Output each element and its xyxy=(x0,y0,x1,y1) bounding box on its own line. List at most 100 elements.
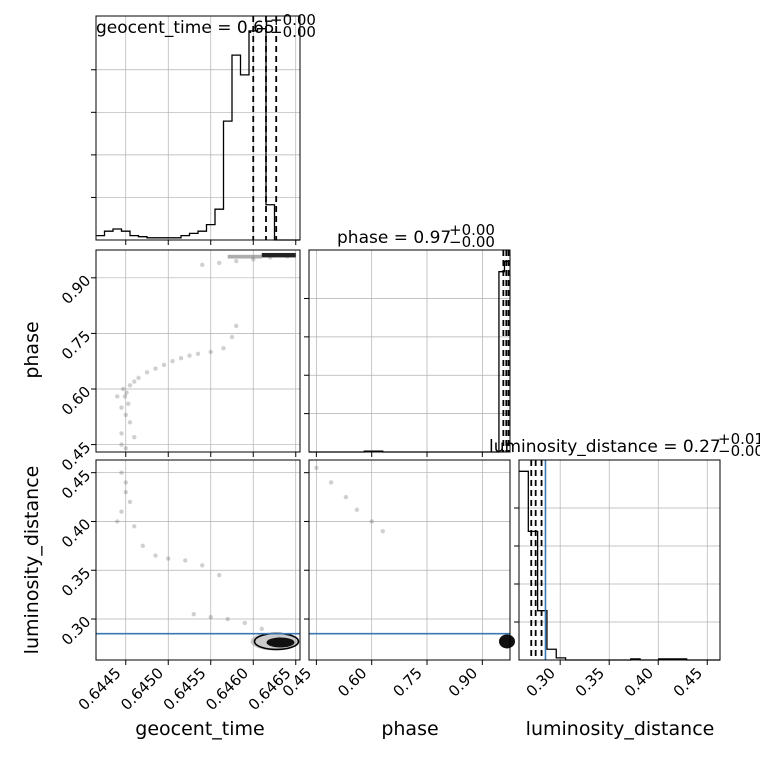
density-halo-geocent-phase xyxy=(227,254,262,259)
sample-point-geocent_time-luminosity_distance-41 xyxy=(200,563,205,568)
sample-point-geocent_time-phase-1 xyxy=(122,394,128,399)
x-tick-label-geocent_time-1: 0.6450 xyxy=(117,664,167,714)
sample-point-geocent_time-luminosity_distance-45 xyxy=(225,616,230,622)
title-phase-minus: −0.00 xyxy=(449,233,495,251)
sample-point-geocent_time-phase-10 xyxy=(170,358,175,364)
panel-frame-phase-luminosity_distance xyxy=(308,459,511,661)
x-label-luminosity-distance: luminosity_distance xyxy=(526,718,715,740)
sample-point-geocent_time-phase-22 xyxy=(119,431,124,436)
x-tick-label-luminosity_distance-3: 0.45 xyxy=(670,664,706,700)
y-tick-label-phase-1: 0.60 xyxy=(58,383,94,419)
title-luminosity-distance-minus: −0.00 xyxy=(718,442,760,460)
panel-frame-geocent_time-phase xyxy=(95,249,301,453)
sample-point-geocent_time-luminosity_distance-34 xyxy=(119,470,124,475)
x-tick-label-luminosity_distance-2: 0.40 xyxy=(621,664,657,700)
sample-point-geocent_time-luminosity_distance-33 xyxy=(127,499,133,505)
sample-point-geocent_time-phase-7 xyxy=(144,370,150,375)
x-tick-label-phase-1: 0.60 xyxy=(334,664,370,700)
sample-point-geocent_time-phase-19 xyxy=(123,412,128,418)
sample-point-geocent_time-phase-13 xyxy=(195,351,201,356)
sample-point-geocent_time-phase-9 xyxy=(161,362,167,368)
sample-point-geocent_time-luminosity_distance-40 xyxy=(183,558,188,563)
sample-point-geocent_time-luminosity_distance-43 xyxy=(191,611,196,617)
sample-point-geocent_time-phase-11 xyxy=(178,356,184,361)
x-tick-label-luminosity_distance-0: 0.30 xyxy=(523,664,559,700)
sample-point-phase-luminosity_distance-52 xyxy=(354,507,360,512)
title-phase-plus: +0.00 xyxy=(449,221,495,239)
sample-point-geocent_time-phase-16 xyxy=(229,334,235,340)
panel-frame-geocent_time-luminosity_distance xyxy=(95,459,301,661)
sample-point-geocent_time-phase-12 xyxy=(187,353,192,358)
title-luminosity-distance: luminosity_distance = 0.27 xyxy=(489,437,721,457)
sample-point-geocent_time-phase-25 xyxy=(217,260,222,266)
sample-point-geocent_time-luminosity_distance-31 xyxy=(119,509,124,514)
density-core-geocent-distance xyxy=(266,637,295,648)
x-tick-label-phase-3: 0.90 xyxy=(445,664,481,700)
sample-point-geocent_time-luminosity_distance-37 xyxy=(140,543,145,549)
sample-point-geocent_time-luminosity_distance-35 xyxy=(123,489,128,495)
panel-frame-phase-hist xyxy=(308,249,511,453)
y-tick-label-phase-2: 0.75 xyxy=(58,327,94,363)
x-tick-label-geocent_time-2: 0.6455 xyxy=(160,664,210,714)
sample-point-geocent_time-phase-4 xyxy=(127,383,133,388)
y-tick-label-phase-0: 0.45 xyxy=(58,438,94,474)
title-luminosity-distance-plus: +0.01 xyxy=(718,430,760,448)
sample-point-geocent_time-luminosity_distance-44 xyxy=(208,614,213,620)
x-label-phase: phase xyxy=(381,718,438,740)
sample-point-geocent_time-luminosity_distance-32 xyxy=(123,480,128,485)
x-tick-label-luminosity_distance-1: 0.35 xyxy=(572,664,608,700)
sample-point-geocent_time-phase-15 xyxy=(221,346,226,351)
sample-point-geocent_time-luminosity_distance-38 xyxy=(153,553,158,558)
sample-point-phase-luminosity_distance-54 xyxy=(380,529,385,534)
sample-point-geocent_time-phase-14 xyxy=(208,349,213,355)
sample-point-geocent_time-luminosity_distance-47 xyxy=(259,626,264,631)
y-tick-label-luminosity_distance-0: 0.30 xyxy=(58,613,94,649)
sample-point-geocent_time-phase-6 xyxy=(136,375,141,381)
sample-point-geocent_time-phase-23 xyxy=(132,434,137,440)
y-tick-label-luminosity_distance-3: 0.45 xyxy=(58,466,94,502)
x-tick-label-geocent_time-0: 0.6445 xyxy=(75,664,125,714)
panel-frame-luminosity_distance-hist xyxy=(518,459,721,661)
y-tick-label-luminosity_distance-1: 0.35 xyxy=(58,564,94,600)
sample-point-geocent_time-phase-5 xyxy=(132,379,137,384)
x-tick-label-phase-2: 0.75 xyxy=(389,664,425,700)
y-label-luminosity-distance: luminosity_distance xyxy=(21,466,43,655)
sample-point-geocent_time-luminosity_distance-39 xyxy=(166,556,171,561)
title-phase: phase = 0.97 xyxy=(337,228,451,248)
sample-point-geocent_time-phase-34 xyxy=(119,442,124,447)
panel-frame-geocent_time-hist xyxy=(95,15,301,241)
sample-point-geocent_time-luminosity_distance-42 xyxy=(217,572,222,578)
sample-point-geocent_time-phase-20 xyxy=(115,394,120,399)
sample-point-geocent_time-luminosity_distance-36 xyxy=(132,524,137,529)
sample-point-geocent_time-phase-17 xyxy=(234,323,239,329)
x-tick-label-geocent_time-3: 0.6460 xyxy=(202,664,252,714)
sample-point-geocent_time-phase-32 xyxy=(123,446,128,451)
sample-point-geocent_time-luminosity_distance-30 xyxy=(115,519,120,524)
histogram-geocent_time xyxy=(96,28,300,241)
density-core-phase-distance xyxy=(499,634,515,649)
sample-point-geocent_time-phase-3 xyxy=(121,386,126,392)
sample-point-phase-luminosity_distance-49 xyxy=(314,465,319,471)
sample-point-geocent_time-phase-8 xyxy=(153,366,158,371)
sample-point-phase-luminosity_distance-53 xyxy=(369,519,374,524)
histogram-luminosity_distance xyxy=(519,470,720,661)
y-tick-label-phase-3: 0.90 xyxy=(58,271,94,307)
y-tick-label-luminosity_distance-2: 0.40 xyxy=(58,515,94,551)
title-geocent-time: geocent_time = 0.65 xyxy=(96,18,275,38)
sample-point-geocent_time-phase-18 xyxy=(119,405,124,410)
title-geocent-time-minus: −0.00 xyxy=(270,23,316,41)
sample-point-geocent_time-phase-26 xyxy=(234,258,239,264)
sample-point-geocent_time-phase-0 xyxy=(124,390,129,395)
sample-point-phase-luminosity_distance-51 xyxy=(343,494,349,500)
y-label-phase: phase xyxy=(21,321,43,378)
density-core-geocent-phase xyxy=(261,252,296,258)
sample-point-geocent_time-phase-2 xyxy=(126,401,131,407)
histogram-phase xyxy=(309,260,510,453)
sample-point-phase-luminosity_distance-50 xyxy=(328,480,334,485)
title-geocent-time-plus: +0.00 xyxy=(270,11,316,29)
x-label-geocent-time: geocent_time xyxy=(135,718,264,740)
sample-point-geocent_time-luminosity_distance-46 xyxy=(242,620,247,626)
sample-point-geocent_time-phase-24 xyxy=(200,262,205,268)
sample-point-geocent_time-phase-21 xyxy=(127,420,133,425)
